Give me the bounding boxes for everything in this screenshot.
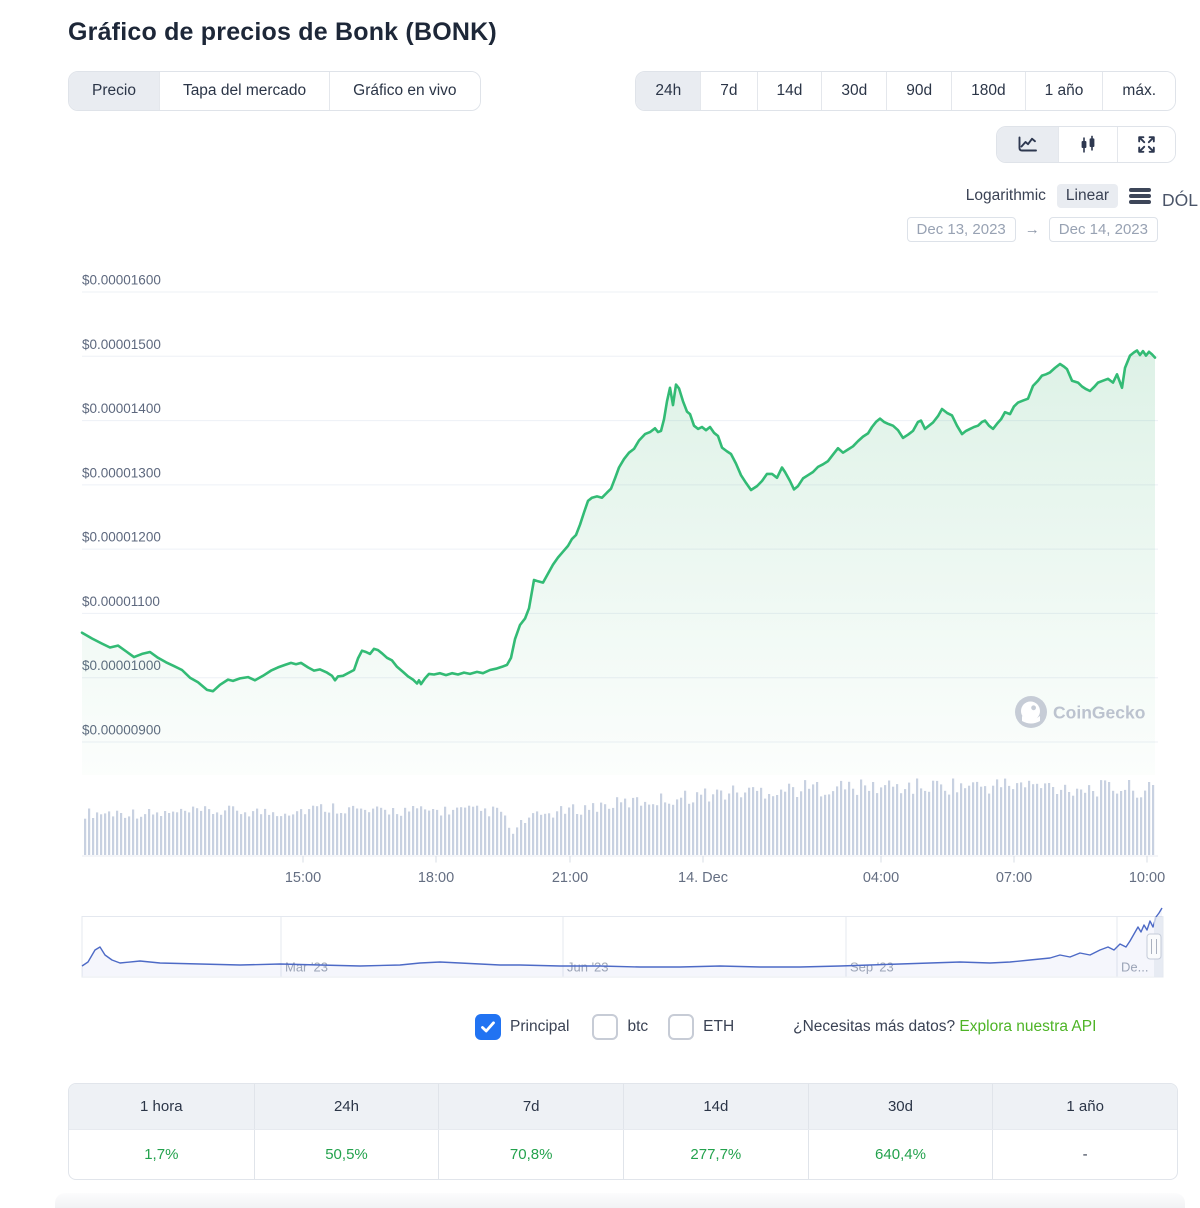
price-area-fill [82, 350, 1155, 775]
perf-value-cell: 50,5% [253, 1130, 439, 1179]
candlestick-button[interactable] [1058, 127, 1117, 162]
checkbox-principal[interactable]: Principal [475, 1014, 569, 1040]
api-link[interactable]: Explora nuestra API [959, 1018, 1097, 1035]
checkbox-label: Principal [510, 1018, 570, 1035]
y-axis-label: $0.00001200 [82, 530, 161, 545]
date-range-row: Dec 13, 2023 → Dec 14, 2023 [906, 217, 1158, 242]
navigator-label: Sep '23 [850, 960, 894, 975]
performance-table-header: 1 hora 24h 7d 14d 30d 1 año [69, 1084, 1177, 1130]
tab-tapa-del-mercado[interactable]: Tapa del mercado [158, 72, 330, 110]
scale-toggle-row: Logarithmic Linear DÓL [965, 184, 1198, 210]
range-m-x-[interactable]: máx. [1102, 72, 1175, 110]
line-chart-button[interactable] [997, 127, 1058, 162]
fullscreen-button[interactable] [1117, 127, 1175, 162]
range-1-a-o[interactable]: 1 año [1024, 72, 1103, 110]
scale-linear-option[interactable]: Linear [1056, 184, 1119, 208]
range-tab-group: 24h 7d 14d 30d 90d 180d 1 año máx. [635, 71, 1176, 111]
range-180d[interactable]: 180d [951, 72, 1025, 110]
navigator-label: De... [1121, 960, 1148, 975]
scale-logarithmic-option[interactable]: Logarithmic [965, 187, 1046, 204]
date-arrow-icon: → [1024, 221, 1040, 238]
perf-header-cell: 7d [438, 1084, 623, 1129]
range-14d[interactable]: 14d [756, 72, 822, 110]
x-axis-label: 14. Dec [678, 870, 728, 886]
perf-header-cell: 1 año [992, 1084, 1177, 1129]
x-axis-label: 18:00 [418, 870, 454, 886]
navigator-label: Mar '23 [285, 960, 328, 975]
navigator-handle[interactable] [1146, 933, 1162, 960]
y-axis-label: $0.00001500 [82, 337, 161, 352]
range-24h[interactable]: 24h [636, 72, 701, 110]
hamburger-menu-icon[interactable] [1129, 186, 1152, 205]
perf-header-cell: 1 hora [140, 1098, 183, 1115]
tab-gr-fico-en-vivo[interactable]: Gráfico en vivo [329, 72, 480, 110]
api-question: ¿Necesitas más datos? [793, 1018, 956, 1035]
navigator[interactable]: Mar '23 Jun '23 Sep '23 De... [81, 907, 1164, 978]
view-tab-group: Precio Tapa del mercado Gráfico en vivo [68, 71, 481, 111]
navigator-line [81, 907, 1163, 968]
range-7d[interactable]: 7d [700, 72, 757, 110]
y-axis-label: $0.00001100 [82, 594, 160, 609]
checked-checkbox-icon[interactable] [475, 1014, 501, 1040]
perf-value-cell: 277,7% [623, 1130, 808, 1179]
checkbox-label: btc [627, 1018, 649, 1035]
range-30d[interactable]: 30d [821, 72, 887, 110]
next-section-strip [55, 1193, 1185, 1208]
date-to-input[interactable]: Dec 14, 2023 [1048, 217, 1158, 242]
perf-value-cell: - [992, 1130, 1177, 1179]
line-chart-icon [1016, 135, 1039, 154]
y-axis-label: $0.00001600 [82, 273, 161, 288]
perf-header-cell: 14d [623, 1084, 808, 1129]
y-axis-label: $0.00001400 [82, 401, 161, 416]
series-legend-row: Principal btc ETH ¿Necesitas más datos? Ex… [475, 1012, 1096, 1042]
x-axis-label: 07:00 [996, 870, 1032, 886]
y-axis-label: $0.00001300 [82, 465, 161, 480]
checkbox-eth[interactable]: ETH [668, 1014, 734, 1040]
date-from-input[interactable]: Dec 13, 2023 [906, 217, 1016, 242]
chart-type-group [996, 126, 1176, 163]
x-axis-label: 10:00 [1129, 870, 1165, 886]
coingecko-watermark: CoinGecko [1015, 696, 1145, 728]
perf-header-cell: 30d [807, 1084, 993, 1129]
api-prompt: ¿Necesitas más datos? Explora nuestra AP… [793, 1018, 1096, 1036]
unchecked-checkbox-icon[interactable] [668, 1014, 695, 1040]
x-axis-label: 21:00 [552, 870, 588, 886]
fullscreen-icon [1137, 135, 1156, 154]
navigator-label: Jun '23 [567, 960, 609, 975]
perf-value-cell: 1,7% [144, 1146, 179, 1163]
performance-table-values: 1,7% 50,5% 70,8% 277,7% 640,4% - [69, 1130, 1177, 1179]
performance-table: 1 hora 24h 7d 14d 30d 1 año 1,7% 50,5% 70,8% 277… [68, 1083, 1178, 1180]
unchecked-checkbox-icon[interactable] [592, 1014, 619, 1040]
x-axis-label: 15:00 [285, 870, 321, 886]
price-chart[interactable]: $0.00001600 $0.00001500 $0.00001400 $0.0000… [0, 0, 1200, 1000]
currency-label[interactable]: DÓL [1162, 190, 1198, 210]
perf-value-cell: 640,4% [807, 1130, 993, 1179]
price-line [80, 349, 1157, 693]
volume-bars [84, 778, 1155, 855]
checkbox-btc[interactable]: btc [592, 1014, 648, 1040]
tab-precio[interactable]: Precio [69, 72, 159, 110]
perf-value-cell: 70,8% [438, 1130, 623, 1179]
checkbox-label: ETH [703, 1018, 735, 1035]
page-title: Gráfico de precios de Bonk (BONK) [68, 18, 497, 46]
range-90d[interactable]: 90d [886, 72, 952, 110]
x-axis-label: 04:00 [863, 870, 899, 886]
candlestick-icon [1078, 135, 1098, 155]
perf-header-cell: 24h [253, 1084, 439, 1129]
svg-text:CoinGecko: CoinGecko [1053, 703, 1145, 723]
